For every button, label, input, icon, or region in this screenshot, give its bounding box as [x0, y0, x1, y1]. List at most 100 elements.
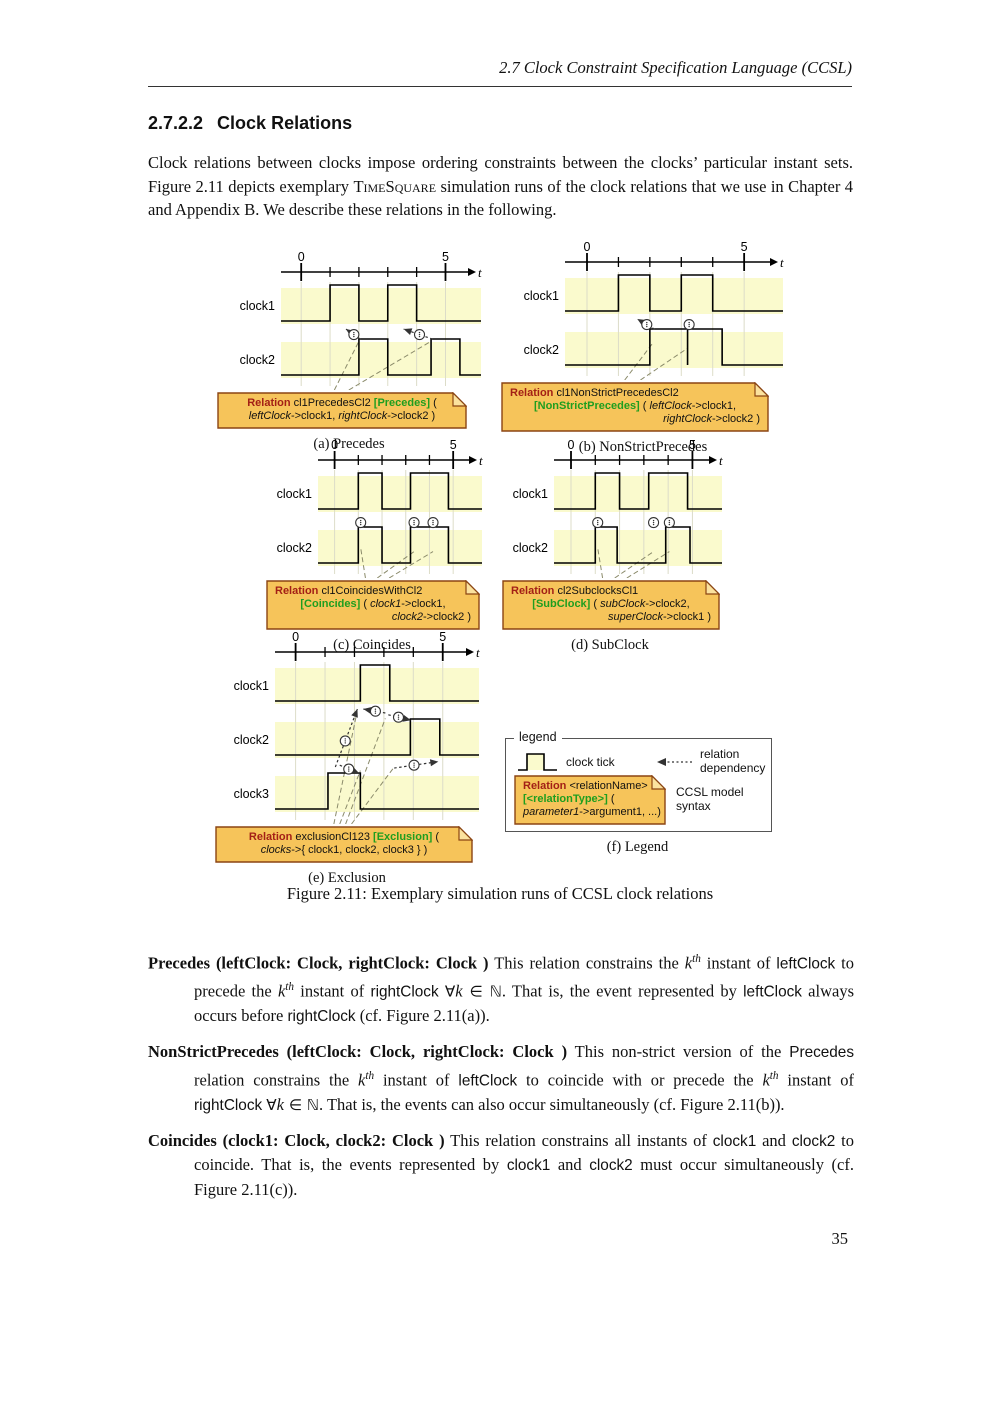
text-segment: clock2	[589, 1157, 633, 1175]
note-line: superClock->clock1 )	[502, 611, 720, 624]
text-segment: ->clock2,	[645, 598, 690, 610]
svg-text:clock1: clock1	[240, 299, 275, 313]
text-segment: leftClock	[248, 410, 291, 422]
dependency-arrow	[636, 318, 655, 331]
ccsl-syntax-note: Relation <relationName> [<relationType>] …	[514, 775, 666, 825]
subcaption-e: (e) Exclusion	[308, 870, 386, 886]
text-segment: Coincides (clock1: Clock, clock2: Clock …	[148, 1130, 445, 1150]
text-segment: Precedes (leftClock: Clock, rightClock: …	[148, 953, 489, 973]
subcaption-a: (a) Precedes	[313, 436, 385, 452]
clock-row: clock1	[277, 472, 482, 510]
text-segment: th	[365, 1069, 375, 1082]
clock-row: clock1	[524, 274, 783, 312]
text-segment: ->argument1, ...)	[579, 806, 661, 818]
text-segment: ->clock1,	[691, 400, 737, 412]
clock-row: clock1	[234, 664, 479, 702]
text-segment: clock2	[791, 1132, 836, 1150]
text-segment: clocks	[260, 844, 292, 856]
text-segment: Relation	[510, 387, 554, 399]
svg-text:0: 0	[584, 242, 591, 254]
text-segment: ->clock1,	[290, 410, 339, 422]
text-segment: leftClock	[743, 983, 802, 1001]
svg-text:t: t	[479, 453, 483, 468]
subcaption-c: (c) Coincides	[333, 637, 411, 653]
svg-text:t: t	[476, 645, 480, 660]
dependency-arrow	[592, 517, 604, 529]
text-segment: [Coincides]	[300, 598, 361, 610]
timing-diagram-b: 0 5 t clock1 clock2	[524, 242, 784, 380]
text-segment: ∈ ℕ	[462, 982, 502, 1001]
text-segment: k	[276, 1094, 284, 1114]
text-segment: must occur simultaneously (cf. Figure 2.…	[194, 1155, 854, 1199]
figure-panel-e: 0 5 t clock1 clock2 clock3 Relation exclusionC…	[213, 632, 481, 887]
text-segment: ->clock1,	[401, 598, 446, 610]
clock-row: clock1	[513, 472, 722, 510]
note-line: clocks->{ clock1, clock2, clock3 } )	[215, 844, 473, 857]
svg-text:clock1: clock1	[513, 487, 548, 501]
text-segment: ->clock1 )	[663, 611, 711, 623]
text-segment: [NonStrictPrecedes]	[533, 400, 640, 412]
text-segment: [Exclusion]	[373, 831, 433, 843]
dependency-arrow	[408, 517, 420, 529]
text-segment: (	[360, 598, 371, 610]
svg-text:clock2: clock2	[277, 541, 312, 555]
text-segment: clock1	[506, 1157, 551, 1175]
text-segment: ∈ ℕ	[284, 1095, 320, 1114]
text-segment: [SubClock]	[532, 598, 591, 610]
text-segment: rightClock	[194, 1096, 263, 1114]
svg-text:t: t	[780, 255, 784, 270]
dependency-arrow	[403, 328, 433, 341]
dependency-arrow	[355, 517, 367, 529]
text-segment: clock1	[370, 598, 402, 610]
dependency-arrow	[663, 517, 675, 529]
dependency-arrow	[427, 517, 439, 529]
clock-row: clock2	[524, 328, 783, 366]
text-segment: rightClock	[663, 413, 712, 425]
relation-note: Relation <relationName> [<relationType>] …	[514, 775, 666, 825]
text-segment: [<relationType>]	[523, 793, 608, 805]
figure-panel-c: 0 5 t clock1 clock2 Relation cl1CoincidesWith…	[260, 440, 484, 654]
clock-row: clock2	[234, 718, 479, 756]
text-segment: This relation constrains the	[488, 953, 685, 973]
text-segment: rightClock	[338, 410, 388, 422]
svg-text:0: 0	[292, 632, 299, 644]
note-line: clock2->clock2 )	[266, 611, 480, 624]
syntax-label-line2: syntax	[676, 799, 711, 813]
subcaption-b: (b) NonStrictPrecedes	[578, 439, 708, 455]
text-segment: Relation	[248, 831, 293, 843]
note-line: leftClock->clock1, rightClock->clock2 )	[217, 410, 467, 423]
text-segment: (	[639, 400, 650, 412]
text-segment: ->clock2 )	[387, 410, 436, 422]
timing-diagram-c: 0 5 t clock1 clock2	[277, 440, 483, 578]
svg-text:0: 0	[298, 252, 305, 264]
text-segment: (	[432, 831, 440, 843]
dependency-label-line2: dependency	[700, 761, 766, 775]
svg-text:0: 0	[568, 440, 575, 452]
text-segment: [Precedes]	[373, 397, 431, 409]
text-segment: k	[277, 981, 286, 1001]
note-line: parameter1->argument1, ...)	[514, 806, 666, 819]
svg-text:clock2: clock2	[234, 733, 269, 747]
timing-diagram-e: 0 5 t clock1 clock2 clock3	[234, 632, 480, 824]
text-segment: ->{ clock1, clock2, clock3 } )	[291, 844, 428, 856]
subcaption-f: (f) Legend	[606, 839, 669, 855]
text-segment: th	[285, 980, 294, 993]
text-segment: This non-strict version of the	[567, 1042, 790, 1062]
figure-caption: Figure 2.11: Exemplary simulation runs o…	[286, 884, 714, 903]
section-title: Clock Relations	[217, 113, 353, 133]
note-line: Relation cl1PrecedesCl2 [Precedes] (	[217, 397, 467, 410]
svg-text:t: t	[719, 453, 723, 468]
note-line: rightClock->clock2 )	[501, 413, 769, 426]
svg-text:5: 5	[439, 632, 446, 644]
svg-text:clock1: clock1	[277, 487, 312, 501]
note-line: [<relationType>] (	[514, 793, 666, 806]
text-segment: and	[756, 1130, 792, 1150]
clock-tick-label: clock tick	[566, 755, 615, 769]
text-segment: ->clock2 )	[712, 413, 760, 425]
text-segment: always occurs before	[194, 981, 854, 1025]
text-segment: k	[358, 1070, 366, 1090]
definition-item: Precedes (leftClock: Clock, rightClock: …	[148, 948, 854, 1028]
text-segment: clock1	[712, 1132, 757, 1150]
text-segment: rightClock	[287, 1007, 356, 1025]
note-line: [SubClock] ( subClock->clock2,	[502, 598, 720, 611]
